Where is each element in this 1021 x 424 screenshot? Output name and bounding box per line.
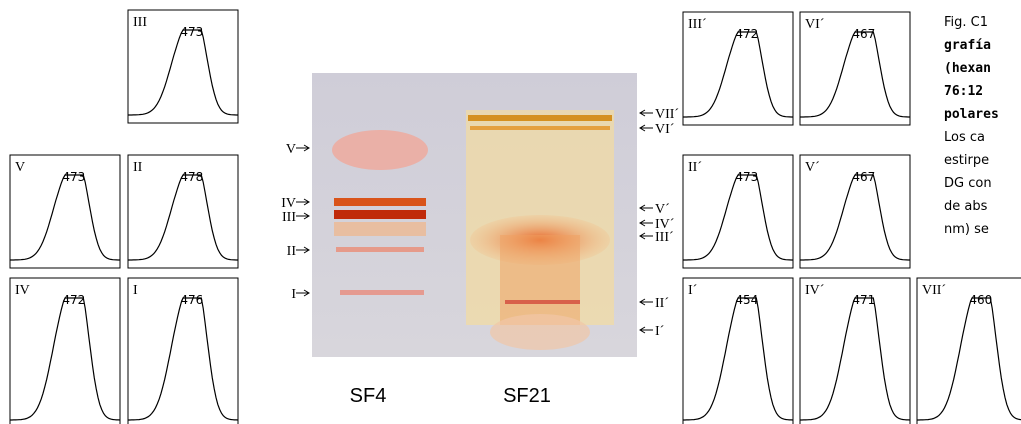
band-arrow — [296, 247, 309, 253]
caption-line: Los ca — [944, 130, 985, 145]
spectrum-curve — [800, 175, 910, 260]
panel-label: V´ — [805, 160, 820, 175]
panel-label: I — [133, 283, 138, 298]
band-label: VI´ — [655, 122, 674, 137]
band-arrow — [640, 220, 653, 226]
band-label: I — [291, 287, 296, 302]
panel-label: II — [133, 160, 143, 175]
caption-line: Fig. C1 — [944, 15, 988, 30]
panel-label: VII´ — [922, 283, 946, 298]
lane-label: SF4 — [350, 385, 387, 407]
panel-label: IV — [15, 283, 30, 298]
caption-line: polares — [944, 107, 999, 122]
band-arrow — [640, 205, 653, 211]
band-label: V´ — [655, 202, 670, 217]
band-label: III — [282, 210, 296, 225]
spectrum-curve — [683, 298, 793, 420]
spectrum-curve — [128, 175, 238, 260]
band-label: V — [286, 142, 296, 157]
band-label: IV — [281, 196, 296, 211]
band-arrow — [296, 145, 309, 151]
caption-line: nm) se — [944, 222, 989, 237]
panel-label: V — [15, 160, 25, 175]
spectrum-curve — [10, 298, 120, 420]
caption-line: DG con — [944, 176, 992, 191]
band-arrow — [640, 233, 653, 239]
spectrum-curve — [683, 32, 793, 117]
panel-label: III´ — [688, 17, 707, 32]
panel-label: II´ — [688, 160, 702, 175]
band-arrow — [640, 327, 653, 333]
band-label: III´ — [655, 230, 674, 245]
peak-wavelength: 478 — [180, 170, 203, 184]
band-arrow — [296, 199, 309, 205]
band-label: I´ — [655, 324, 664, 339]
tlc-plate — [312, 73, 637, 357]
band-arrow — [640, 110, 653, 116]
band-arrow — [640, 125, 653, 131]
peak-wavelength: 454 — [735, 293, 758, 307]
peak-wavelength: 471 — [852, 293, 875, 307]
peak-wavelength: 467 — [852, 27, 875, 41]
peak-wavelength: 472 — [735, 27, 758, 41]
band-label: II — [287, 244, 297, 259]
band-arrow — [296, 213, 309, 219]
peak-wavelength: 467 — [852, 170, 875, 184]
panel-label: IV´ — [805, 283, 824, 298]
panel-label: I´ — [688, 283, 697, 298]
spectrum-curve — [800, 32, 910, 117]
peak-wavelength: 472 — [62, 293, 85, 307]
caption: Fig. C1 grafía (hexan 76:12 polares Los … — [944, 15, 999, 237]
spectrum-curve — [128, 30, 238, 115]
caption-line: grafía — [944, 38, 991, 53]
lane-label: SF21 — [503, 385, 551, 407]
band-arrow — [640, 299, 653, 305]
spectrum-curve — [10, 175, 120, 260]
peak-wavelength: 473 — [180, 25, 203, 39]
band-label: VII´ — [655, 107, 679, 122]
spectrum-curve — [128, 298, 238, 420]
peak-wavelength: 473 — [735, 170, 758, 184]
figure: Fig. C1 grafía (hexan 76:12 polares Los … — [0, 0, 1021, 424]
panel-label: III — [133, 15, 147, 30]
spectrum-curve — [917, 298, 1021, 420]
spectrum-curve — [800, 298, 910, 420]
peak-wavelength: 473 — [62, 170, 85, 184]
peak-wavelength: 476 — [180, 293, 203, 307]
band-label: II´ — [655, 296, 669, 311]
band-arrow — [296, 290, 309, 296]
panel-label: VI´ — [805, 17, 824, 32]
caption-line: 76:12 — [944, 84, 983, 99]
caption-line: de abs — [944, 199, 988, 214]
caption-line: estirpe — [944, 153, 989, 168]
spectrum-curve — [683, 175, 793, 260]
caption-line: (hexan — [944, 61, 991, 76]
peak-wavelength: 460 — [969, 293, 992, 307]
